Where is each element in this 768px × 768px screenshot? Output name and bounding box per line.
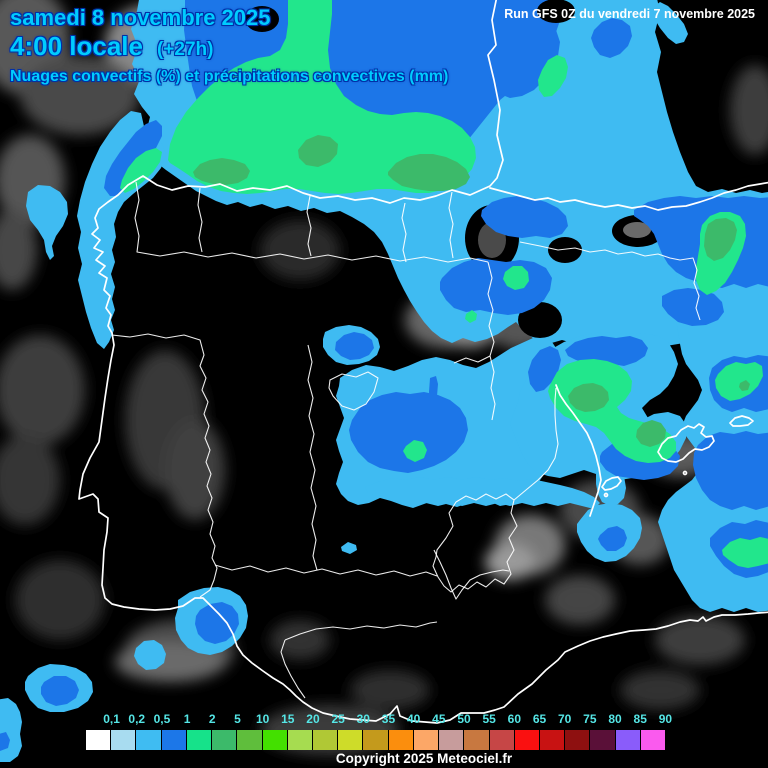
legend-swatch <box>338 730 364 750</box>
legend-swatch <box>363 730 389 750</box>
legend-swatch <box>287 730 313 750</box>
legend-label: 20 <box>306 712 320 726</box>
legend-label: 25 <box>331 712 345 726</box>
legend-swatches <box>86 730 667 750</box>
legend-label: 65 <box>532 712 547 726</box>
legend-label: 10 <box>255 712 270 726</box>
legend-swatch <box>262 730 288 750</box>
legend-swatch <box>590 730 616 750</box>
border-layer <box>111 181 701 699</box>
legend-swatch <box>212 730 238 750</box>
legend-swatch <box>464 730 490 750</box>
coast-iberia <box>78 0 768 724</box>
legend-label: 55 <box>482 712 496 726</box>
legend-label: 45 <box>432 712 446 726</box>
legend-swatch <box>186 730 213 750</box>
legend-swatch <box>640 730 667 750</box>
legend-label: 70 <box>558 712 572 726</box>
island-mallorca <box>657 423 715 463</box>
legend-label: 30 <box>356 712 370 726</box>
legend-swatch <box>136 730 162 750</box>
forecast-offset: (+27h) <box>156 39 214 60</box>
legend-label: 35 <box>381 712 396 726</box>
legend-label: 15 <box>281 712 295 726</box>
legend-labels: 0,1 0,2 0,5 1 2 5 10 15 20 25 30 35 40 45 50 55 60 65 70 75… <box>99 712 678 727</box>
legend-swatch <box>312 730 339 750</box>
legend-swatch <box>439 730 465 750</box>
legend-swatch <box>615 730 641 750</box>
model-run-info: Run GFS 0Z du vendredi 7 novembre 2025 <box>504 7 755 21</box>
precip-veryheavy-layer <box>193 135 750 447</box>
legend-label: 85 <box>633 712 647 726</box>
legend-label: 0,2 <box>128 712 146 726</box>
legend-swatch <box>86 730 112 750</box>
legend-label: 40 <box>406 712 421 726</box>
legend-label: 75 <box>583 712 597 726</box>
legend-label: 90 <box>658 712 673 726</box>
legend-label: 5 <box>234 712 241 726</box>
legend-swatch <box>539 730 566 750</box>
island-cabrera <box>682 470 688 476</box>
island-menorca <box>729 415 754 427</box>
band-holes <box>245 0 575 32</box>
island-ibiza <box>601 476 622 491</box>
time-title: 4:00 locale (+27h) <box>10 31 213 62</box>
local-time: 4:00 locale <box>10 31 143 61</box>
legend-label: 0,5 <box>153 712 171 726</box>
legend-swatch <box>161 730 187 750</box>
legend-label: 0,1 <box>103 712 120 726</box>
legend-label: 80 <box>608 712 622 726</box>
precip-holes <box>465 205 664 338</box>
legend-swatch <box>489 730 515 750</box>
island-formentera <box>603 492 609 498</box>
coastline-layer <box>78 0 768 724</box>
border-pyrenees <box>489 181 768 211</box>
legend-swatch <box>111 730 137 750</box>
copyright-text: Copyright 2025 Meteociel.fr <box>335 751 513 766</box>
map-subtitle: Nuages convectifs (%) et précipitations … <box>10 68 449 85</box>
legend-label: 1 <box>183 712 191 726</box>
legend-swatch <box>388 730 414 750</box>
legend-swatch <box>413 730 440 750</box>
date-title: samedi 8 novembre 2025 <box>10 5 271 30</box>
legend-label: 60 <box>507 712 522 726</box>
legend-swatch <box>514 730 540 750</box>
legend-label: 50 <box>457 712 471 726</box>
coast-east <box>555 384 602 517</box>
legend-swatch <box>565 730 591 750</box>
legend-label: 2 <box>208 712 216 726</box>
legend-swatch <box>237 730 263 750</box>
